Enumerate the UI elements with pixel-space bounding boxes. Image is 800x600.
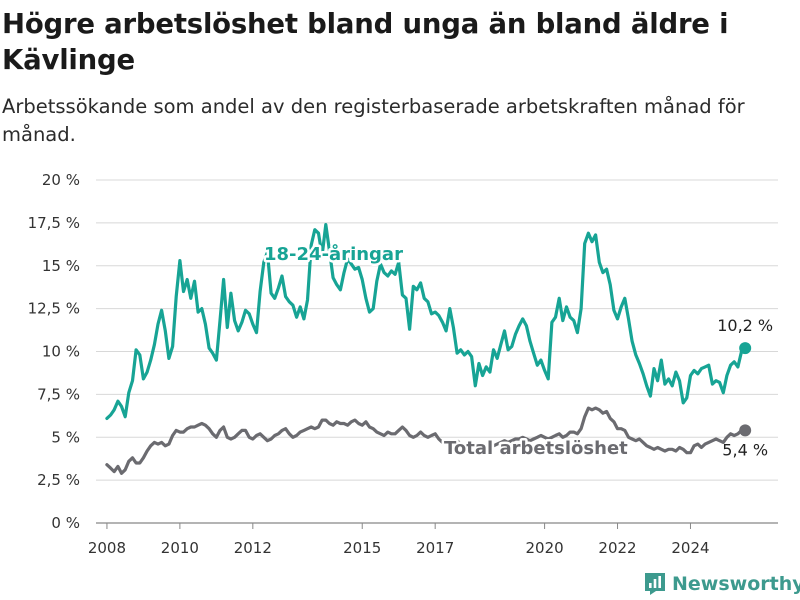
series-label-halo: 18-24-åringar <box>264 243 403 265</box>
x-tick-label: 2017 <box>416 539 454 557</box>
x-tick-label: 2020 <box>525 539 563 557</box>
x-tick-label: 2012 <box>234 539 272 557</box>
y-tick-label: 5 % <box>51 428 80 446</box>
y-tick-label: 17,5 % <box>28 214 80 232</box>
gridlines <box>96 179 778 524</box>
brand-name: Newsworthy <box>672 573 800 595</box>
series-lines <box>105 223 752 475</box>
series-label: Total arbetslöshet <box>444 438 628 459</box>
page-title: Högre arbetslöshet bland unga än bland ä… <box>2 8 729 76</box>
x-axis-ticks: 2008 2010 2012 2015 2017 2020 2022 2024 <box>88 523 710 557</box>
y-tick-label: 2,5 % <box>37 471 80 489</box>
y-tick-label: 0 % <box>51 514 80 532</box>
series-label-halo: Total arbetslöshet <box>444 438 628 459</box>
series-line <box>105 406 747 475</box>
x-tick-label: 2015 <box>343 539 381 557</box>
x-tick-label: 2024 <box>671 539 709 557</box>
y-tick-label: 15 % <box>42 257 80 275</box>
newsworthy-brand[interactable]: Newsworthy <box>644 569 800 599</box>
series-label: 18-24-åringar <box>264 243 403 265</box>
page-subtitle: Arbetssökande som andel av den registerb… <box>2 95 745 146</box>
y-tick-label: 7,5 % <box>37 385 80 403</box>
end-value-label: 5,4 % <box>722 440 768 459</box>
y-tick-label: 20 % <box>42 171 80 189</box>
series-line <box>105 223 747 420</box>
end-value-label: 10,2 % <box>717 316 773 335</box>
y-axis-ticks: 0 % 2,5 % 5 % 7,5 % 10 % 12,5 % 15 % 17,5 % 20 % <box>28 171 80 532</box>
series-end-point <box>739 342 752 355</box>
y-tick-label: 10 % <box>42 343 80 361</box>
x-tick-label: 2010 <box>161 539 199 557</box>
series-end-point <box>739 424 752 437</box>
newsworthy-logo-icon <box>645 573 665 595</box>
x-tick-label: 2022 <box>598 539 636 557</box>
y-tick-label: 12,5 % <box>28 300 80 318</box>
x-tick-label: 2008 <box>88 539 126 557</box>
